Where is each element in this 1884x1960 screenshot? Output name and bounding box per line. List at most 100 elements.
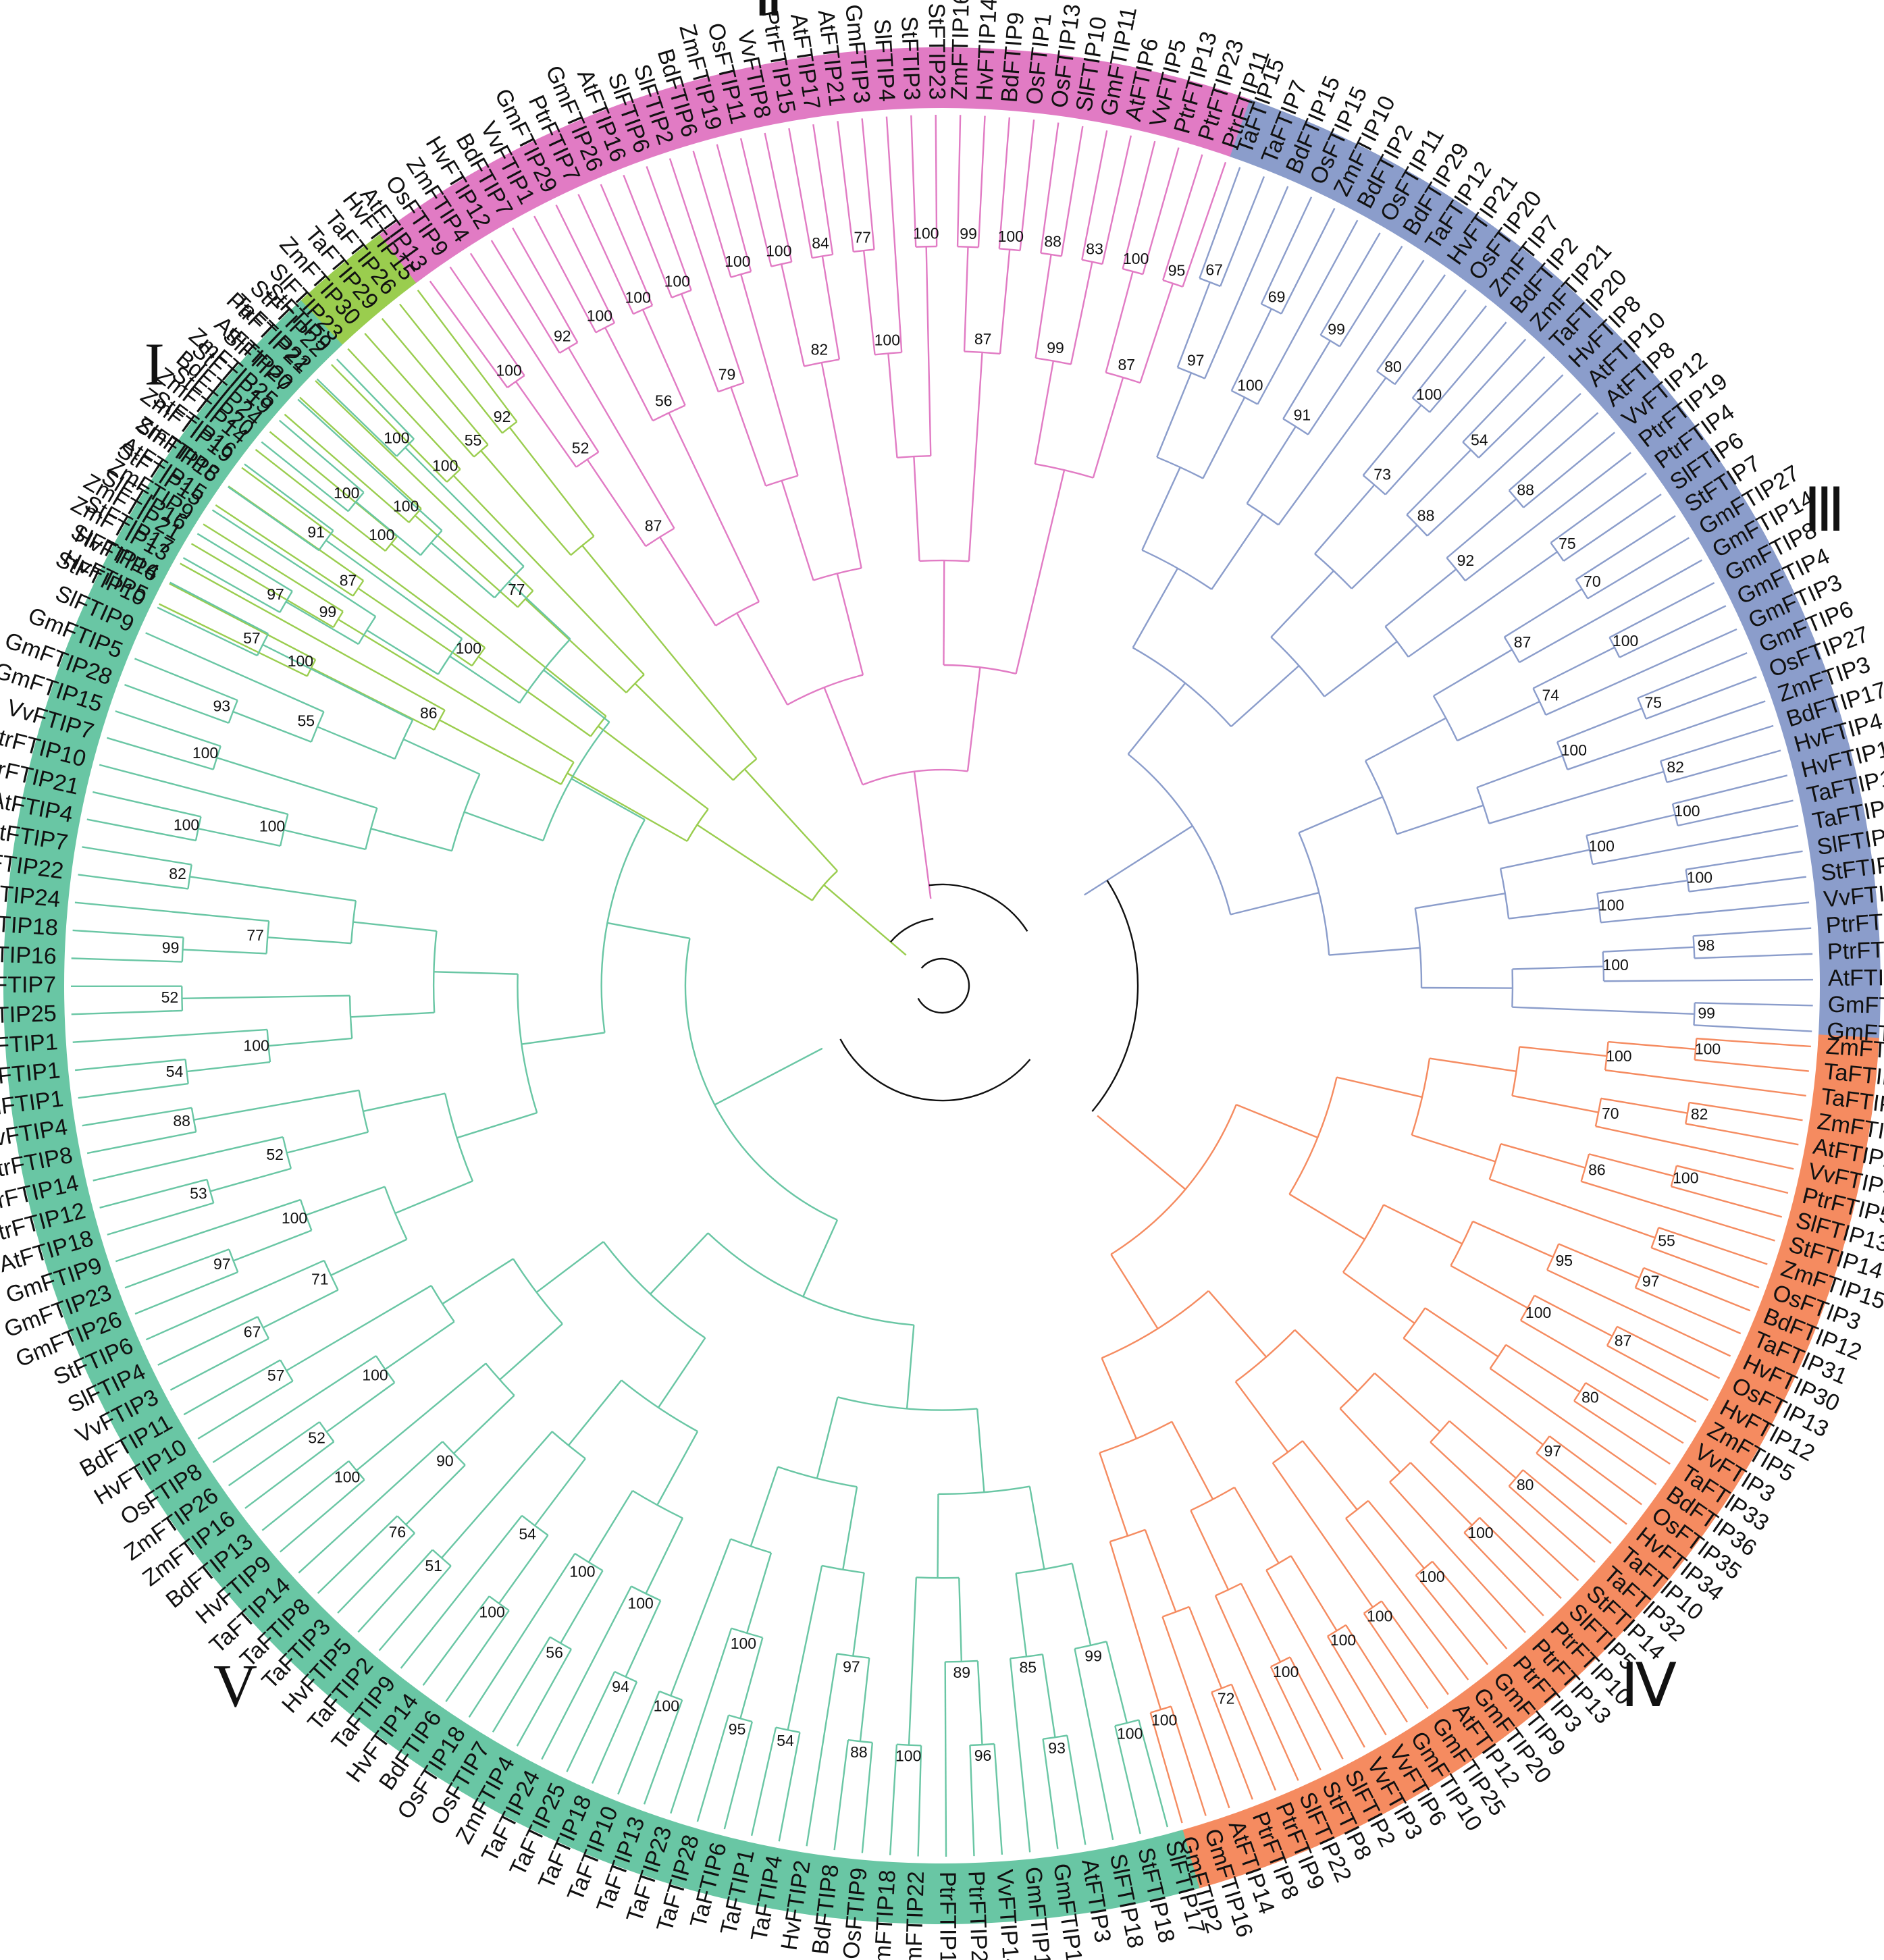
branch (1041, 1654, 1056, 1738)
branch (1230, 1684, 1277, 1791)
branch-arc (187, 864, 192, 889)
bootstrap-value: 88 (850, 1743, 868, 1761)
branch-arc (419, 529, 443, 556)
branch (1257, 219, 1359, 405)
branch (1424, 1307, 1499, 1358)
branch-arc (506, 375, 525, 389)
bootstrap-value: 100 (369, 526, 394, 544)
branch (1071, 1563, 1092, 1646)
branch-arc (595, 322, 615, 334)
branch (730, 387, 767, 487)
branch (1009, 1658, 1031, 1853)
branch-arc (1406, 514, 1428, 537)
branch (449, 266, 525, 376)
branch (1637, 652, 1748, 699)
branch-arc (1211, 1683, 1232, 1693)
branch (499, 1323, 563, 1381)
bootstrap-value: 100 (1525, 1304, 1551, 1321)
bootstrap-value: 100 (1367, 1607, 1392, 1624)
bootstrap-value: 54 (777, 1732, 794, 1749)
branch (417, 290, 518, 423)
branch-arc (812, 253, 833, 259)
branch (1608, 582, 1715, 639)
branch (366, 629, 439, 675)
branch-arc (1693, 1003, 1696, 1026)
branch-arc (943, 664, 1016, 674)
branch-arc (494, 566, 525, 599)
branch (1689, 1101, 1803, 1121)
bootstrap-value: 100 (384, 429, 409, 446)
branch (261, 441, 349, 512)
branch-arc (964, 350, 1001, 355)
tip-label: ZmFTIP16 (947, 0, 974, 101)
branch-arc (1575, 579, 1589, 600)
branch (74, 901, 269, 922)
branch (1604, 1069, 1806, 1097)
bootstrap-value: 87 (340, 571, 357, 589)
branch (1685, 850, 1803, 870)
branch-arc (916, 1577, 960, 1579)
backbone-arc (889, 918, 934, 943)
branch (1519, 559, 1703, 664)
branch (812, 124, 834, 255)
branch-arc (1272, 1440, 1303, 1464)
branch (1138, 1720, 1169, 1828)
branch (999, 249, 1011, 354)
branch (1270, 1666, 1322, 1771)
branch (1396, 804, 1484, 835)
bootstrap-value: 100 (1416, 386, 1442, 403)
branch-arc (775, 1726, 800, 1733)
branch (1465, 452, 1631, 582)
clade-stem (1084, 825, 1193, 896)
branch-arc (1150, 1705, 1172, 1714)
branch (262, 643, 413, 721)
branch (429, 280, 508, 388)
branch (468, 1553, 576, 1718)
branch (993, 1743, 1003, 1855)
branch (492, 1636, 551, 1732)
branch-arc (280, 1359, 294, 1382)
branch (956, 115, 962, 247)
branch-arc (1162, 279, 1183, 288)
bootstrap-value: 98 (1698, 936, 1715, 954)
branch-arc (488, 1595, 510, 1612)
branch (1202, 396, 1246, 479)
branch (1500, 849, 1590, 870)
branch (233, 1229, 312, 1262)
clade-ii-label: Ⅱ (754, 0, 783, 29)
branch (750, 1466, 779, 1547)
branch-arc (728, 1714, 753, 1723)
branch (657, 1337, 706, 1408)
branch-arc (257, 1316, 269, 1340)
branch (745, 1552, 773, 1634)
branch (1363, 1612, 1429, 1710)
bootstrap-value: 56 (546, 1643, 563, 1661)
branch (1127, 683, 1186, 755)
branch-arc (874, 351, 902, 356)
branch-arc (280, 814, 289, 847)
branch (1380, 1600, 1449, 1695)
branch (124, 1248, 230, 1289)
branch-arc (1594, 1098, 1602, 1127)
branch-arc (837, 1396, 978, 1411)
branch-arc (1462, 441, 1480, 458)
branch (512, 227, 579, 343)
branch (1512, 965, 1604, 970)
branch (1672, 774, 1788, 805)
branch-arc (266, 1029, 271, 1063)
branch (736, 612, 789, 706)
branch (908, 1577, 918, 1745)
bootstrap-value: 100 (1606, 1047, 1631, 1065)
branch-arc (658, 1690, 683, 1701)
branch-arc (408, 508, 422, 523)
branch (889, 1744, 898, 1855)
branch (625, 1600, 662, 1678)
branch (498, 1535, 549, 1604)
branch (72, 929, 184, 938)
branch (74, 1058, 186, 1071)
branch-arc (1511, 1047, 1521, 1096)
branch (508, 581, 571, 640)
branch-arc (1463, 1516, 1480, 1533)
branch (1034, 361, 1055, 465)
branch (1307, 259, 1425, 435)
